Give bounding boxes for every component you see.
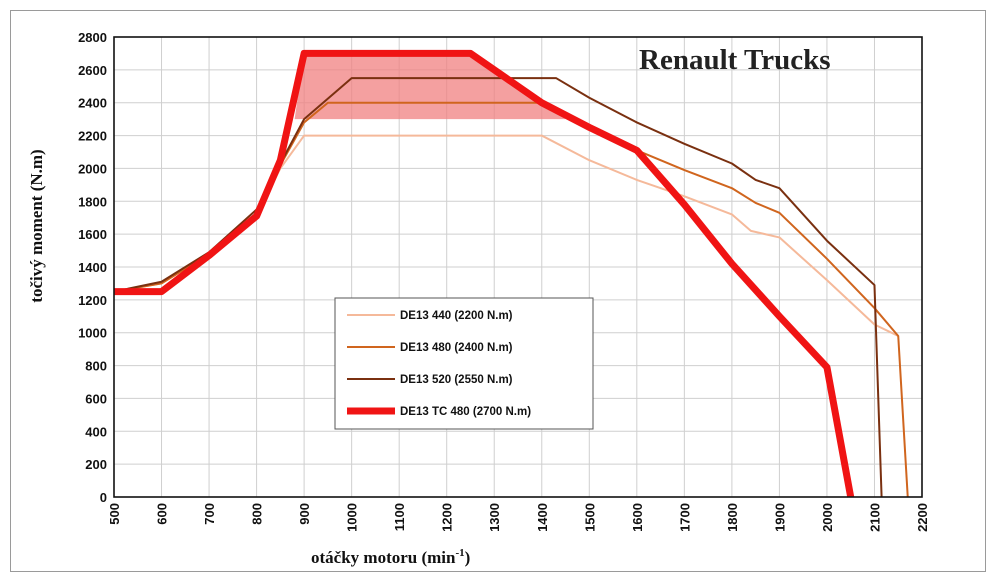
y-tick-label: 1600 <box>78 227 107 242</box>
series-line-3 <box>113 77 883 498</box>
y-tick-label: 0 <box>100 490 107 505</box>
x-tick-label: 2000 <box>820 503 835 532</box>
x-axis-label-main: otáčky motoru (min <box>311 548 456 567</box>
legend-label-1: DE13 440 (2200 N.m) <box>400 310 513 322</box>
x-tick-label: 1100 <box>392 503 407 531</box>
y-tick-label: 600 <box>85 391 107 406</box>
legend-label-4: DE13 TC 480 (2700 N.m) <box>400 406 531 418</box>
legend-label-2: DE13 480 (2400 N.m) <box>400 342 513 354</box>
x-tick-label: 1800 <box>725 503 740 532</box>
x-tick-label: 500 <box>107 503 122 525</box>
torque-chart: 500 600 700 800 900 1000 1100 1200 1300 1400 1500 1… <box>27 30 930 567</box>
chart-frame: 500 600 700 800 900 1000 1100 1200 1300 1400 1500 1… <box>10 10 986 572</box>
x-tick-label: 900 <box>297 503 312 525</box>
x-axis-label-close: ) <box>465 548 471 567</box>
x-tick-label: 1400 <box>535 503 550 532</box>
y-tick-label: 2000 <box>78 161 107 176</box>
series-line-4 <box>114 49 855 498</box>
x-tick-label: 600 <box>155 503 170 525</box>
legend-label-3: DE13 520 (2550 N.m) <box>400 374 513 386</box>
y-tick-label: 2800 <box>78 30 107 45</box>
x-tick-label: 2200 <box>915 503 930 532</box>
legend: DE13 440 (2200 N.m) DE13 480 (2400 N.m) DE… <box>334 297 594 430</box>
y-tick-label: 400 <box>85 424 107 439</box>
x-axis-label: otáčky motoru (min-1) <box>311 547 470 567</box>
y-tick-label: 1000 <box>78 326 107 341</box>
x-tick-label: 1300 <box>487 503 502 532</box>
x-axis-label-superscript: -1 <box>455 547 464 559</box>
x-tick-label: 1200 <box>440 503 455 532</box>
highlight-band <box>294 53 566 120</box>
x-tick-label: 1700 <box>677 503 692 532</box>
chart-title: Renault Trucks <box>639 44 831 76</box>
axes: 500 600 700 800 900 1000 1100 1200 1300 1400 1500 1… <box>78 30 930 532</box>
y-tick-label: 1400 <box>78 260 107 275</box>
x-tick-label: 800 <box>250 503 265 525</box>
x-tick-label: 1500 <box>582 503 597 532</box>
y-tick-label: 200 <box>85 457 107 472</box>
y-tick-label: 1800 <box>78 194 107 209</box>
y-tick-label: 1200 <box>78 293 107 308</box>
x-tick-label: 1000 <box>345 503 360 532</box>
x-tick-label: 1900 <box>772 503 787 532</box>
highlight-band-area <box>294 53 566 120</box>
x-tick-label: 700 <box>202 503 217 525</box>
y-tick-label: 2200 <box>78 129 107 144</box>
x-tick-label: 2100 <box>867 503 882 532</box>
y-axis-label: točivý moment (N.m) <box>27 149 46 302</box>
x-tick-label: 1600 <box>630 503 645 532</box>
y-tick-label: 2600 <box>78 63 107 78</box>
legend-box <box>334 297 594 430</box>
y-tick-label: 800 <box>85 359 107 374</box>
plot-area-border <box>113 36 923 498</box>
series-lines <box>113 49 909 498</box>
y-tick-label: 2400 <box>78 96 107 111</box>
